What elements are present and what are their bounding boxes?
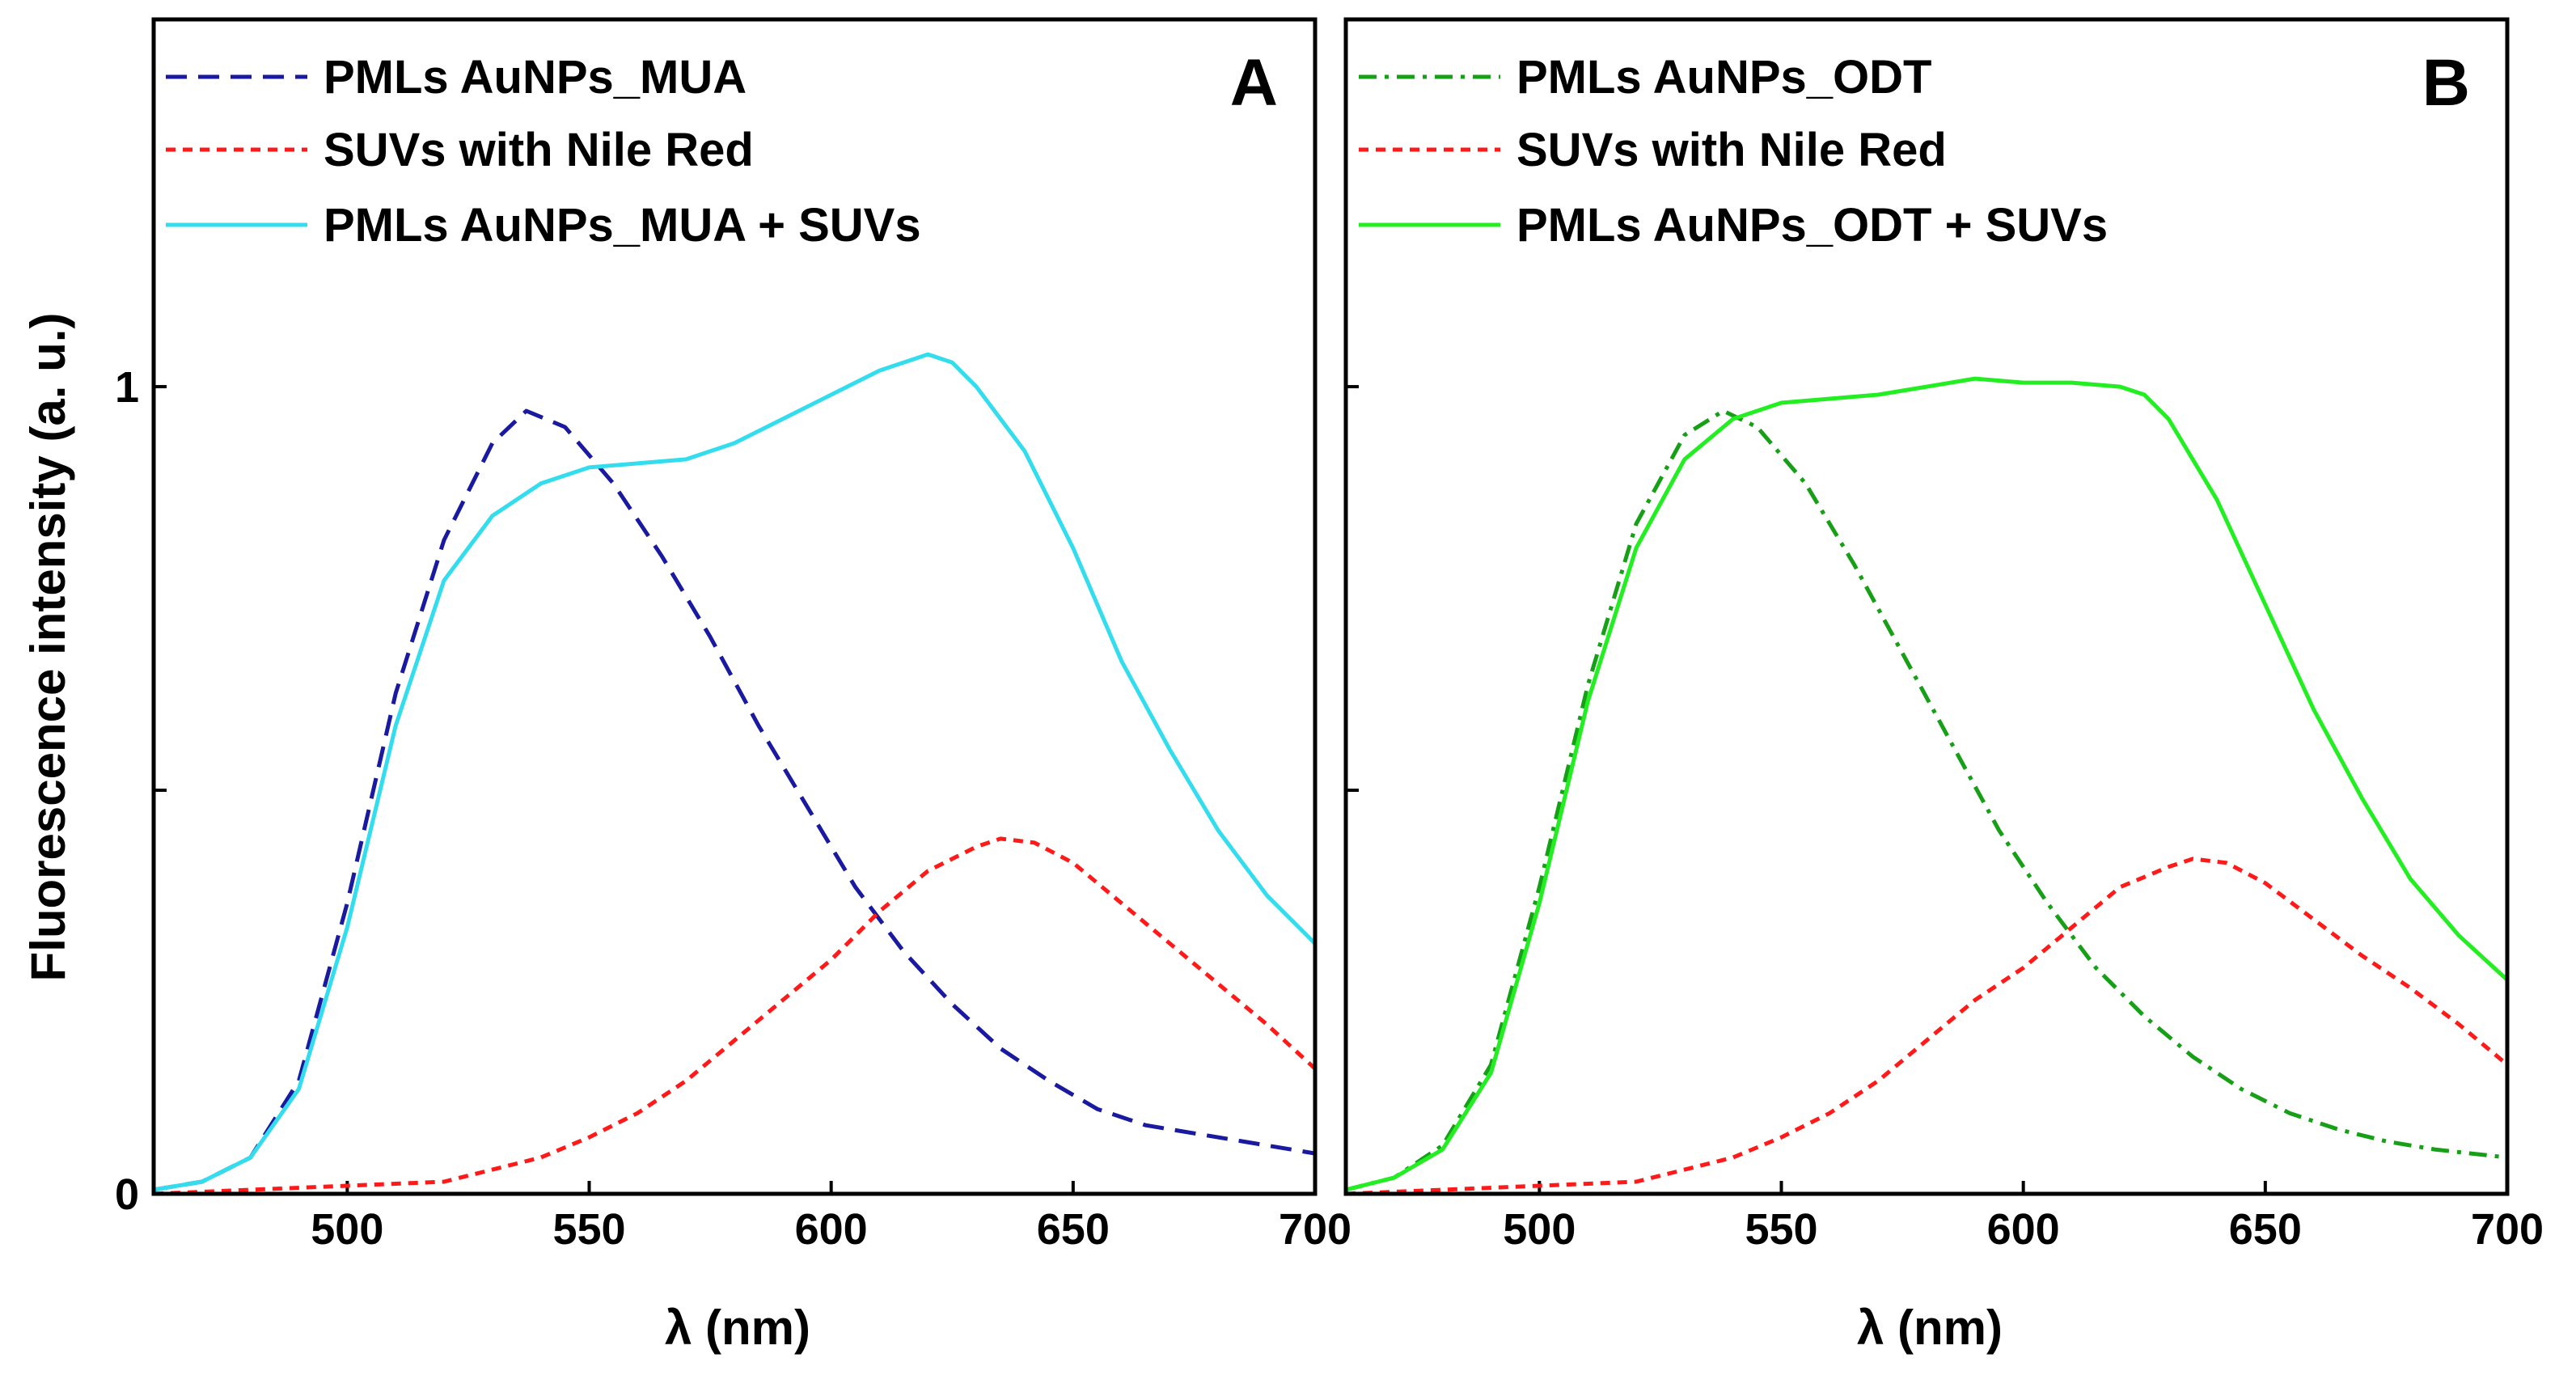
panel-b-series-line-2 [1345,857,2509,1196]
panel-b: 500 550 600 650 700 PMLs AuNPs_ODT SUVs with… [1343,17,2544,1355]
panel-b-letter: B [2422,46,2470,120]
panel-a-letter: A [1230,46,1278,120]
panel-b-series-line-3 [1345,376,2509,1192]
panel-a-x-tick-label-650: 650 [1037,1205,1110,1254]
panel-a-x-tick-label-550: 550 [552,1205,625,1254]
panel-a-x-axis-label: λ (nm) [665,1301,810,1355]
panel-b-legend-label-3: PMLs AuNPs_ODT + SUVs [1516,199,2108,252]
panel-b-x-tick-label-650: 650 [2229,1205,2302,1254]
panel-b-legend-label-1: PMLs AuNPs_ODT [1516,51,1931,104]
panel-a-series [153,352,1317,1196]
panel-a-ticks: 500 550 600 650 700 0 1 [115,363,1351,1254]
panel-a-series-line-3 [153,352,1317,1192]
panel-b-x-tick-label-600: 600 [1987,1205,2060,1254]
panel-a-series-line-1 [153,408,1316,1192]
panel-b-x-tick-label-550: 550 [1745,1205,1817,1254]
panel-b-legend-label-2: SUVs with Nile Red [1516,124,1947,176]
panel-a-y-tick-label-1: 1 [115,363,139,412]
panel-b-ticks: 500 550 600 650 700 [1346,385,2544,1254]
panel-a-x-tick-label-700: 700 [1279,1205,1351,1254]
y-axis-label: Fluorescence intensity (a. u.) [21,313,75,982]
panel-a-x-tick-label-500: 500 [311,1205,383,1254]
panel-b-legend: PMLs AuNPs_ODT SUVs with Nile Red PMLs A… [1359,51,2108,252]
panel-b-frame [1343,17,2510,1196]
panel-b-x-tick-label-500: 500 [1503,1205,1576,1254]
panel-b-series [1345,376,2509,1196]
panel-a: 500 550 600 650 700 0 1 PMLs AuNPs_MUA SUVs wi… [115,17,1351,1355]
panel-a-series-line-2 [153,836,1317,1196]
panel-a-legend-label-1: PMLs AuNPs_MUA [324,51,747,104]
panel-b-series-line-1 [1345,408,2508,1192]
panel-a-x-tick-label-600: 600 [795,1205,868,1254]
panel-a-frame [151,17,1318,1196]
panel-a-legend-label-2: SUVs with Nile Red [324,124,754,176]
panel-b-x-tick-label-700: 700 [2471,1205,2544,1254]
panel-a-legend-label-3: PMLs AuNPs_MUA + SUVs [324,199,921,252]
panel-a-legend: PMLs AuNPs_MUA SUVs with Nile Red PMLs A… [166,51,921,252]
panel-a-y-tick-label-0: 0 [115,1170,139,1219]
panel-b-x-axis-label: λ (nm) [1857,1301,2003,1355]
